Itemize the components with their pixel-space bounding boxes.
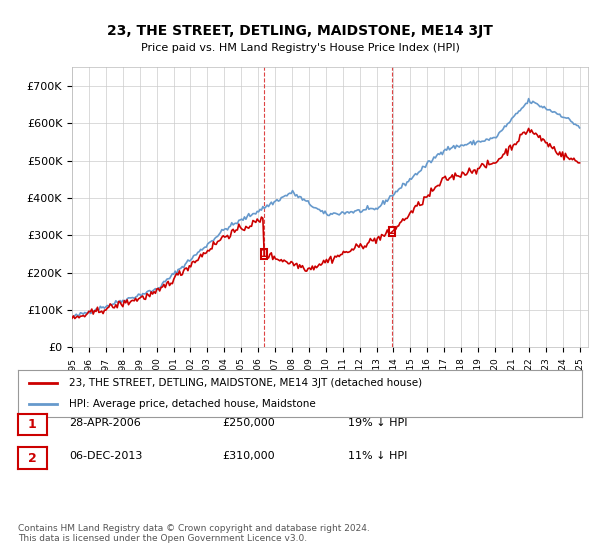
Text: 11% ↓ HPI: 11% ↓ HPI: [348, 451, 407, 461]
Text: £310,000: £310,000: [222, 451, 275, 461]
Text: 19% ↓ HPI: 19% ↓ HPI: [348, 418, 407, 428]
Text: 28-APR-2006: 28-APR-2006: [69, 418, 141, 428]
Text: 1: 1: [260, 249, 268, 259]
Text: £250,000: £250,000: [222, 418, 275, 428]
Text: Contains HM Land Registry data © Crown copyright and database right 2024.
This d: Contains HM Land Registry data © Crown c…: [18, 524, 370, 543]
Text: 2: 2: [388, 226, 396, 236]
Text: 1: 1: [28, 418, 37, 431]
FancyBboxPatch shape: [389, 227, 395, 236]
Text: Price paid vs. HM Land Registry's House Price Index (HPI): Price paid vs. HM Land Registry's House …: [140, 43, 460, 53]
Text: 06-DEC-2013: 06-DEC-2013: [69, 451, 142, 461]
Text: 23, THE STREET, DETLING, MAIDSTONE, ME14 3JT (detached house): 23, THE STREET, DETLING, MAIDSTONE, ME14…: [69, 378, 422, 388]
Text: 2: 2: [28, 451, 37, 465]
FancyBboxPatch shape: [261, 249, 266, 259]
Text: 23, THE STREET, DETLING, MAIDSTONE, ME14 3JT: 23, THE STREET, DETLING, MAIDSTONE, ME14…: [107, 24, 493, 38]
Text: HPI: Average price, detached house, Maidstone: HPI: Average price, detached house, Maid…: [69, 399, 316, 409]
